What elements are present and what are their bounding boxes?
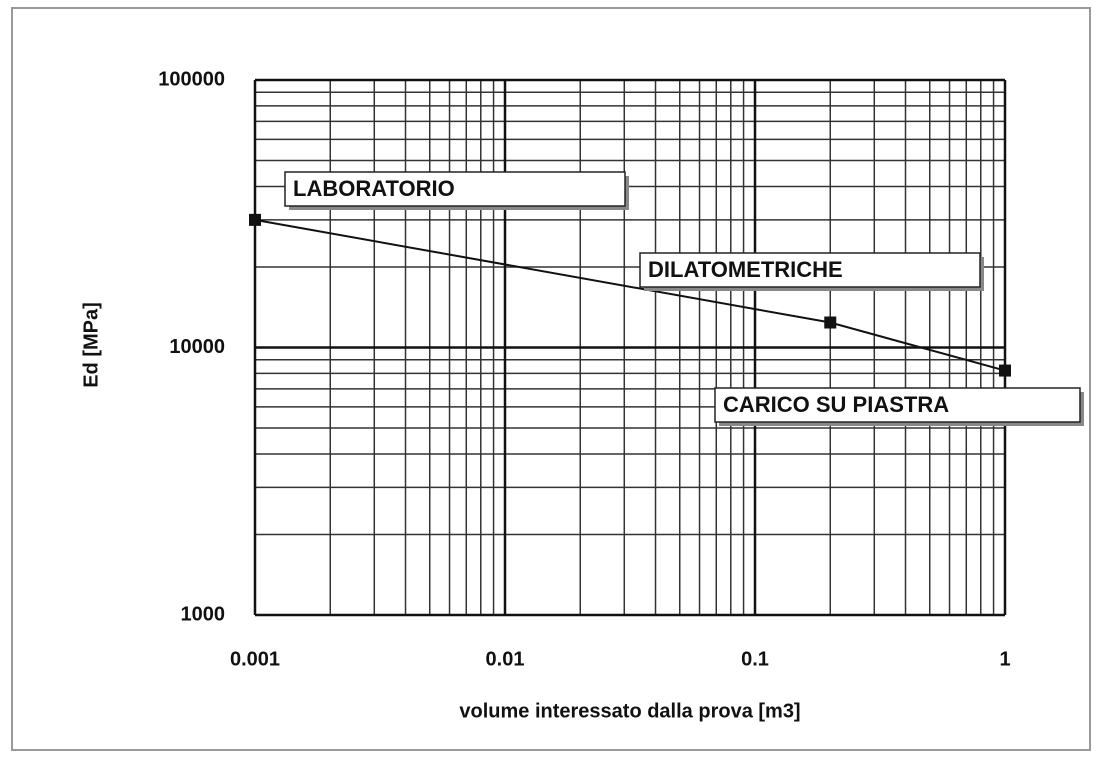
marker: [249, 213, 261, 226]
y-tick-label: 1000: [181, 603, 226, 625]
x-tick-label: 0.001: [230, 648, 280, 670]
y-tick-label: 100000: [158, 68, 225, 90]
annotation-box: [639, 252, 981, 288]
annotation-box: [714, 387, 1081, 423]
annotation: CARICO SU PIASTRA: [723, 392, 949, 417]
marker: [824, 316, 837, 329]
annotation: LABORATORIO: [293, 176, 455, 201]
x-tick-label: 0.01: [486, 648, 525, 670]
annotation: DILATOMETRICHE: [648, 257, 843, 282]
x-tick-label: 1: [999, 648, 1010, 670]
x-tick-label: 0.1: [741, 648, 769, 670]
marker: [999, 364, 1011, 377]
y-axis-label: Ed [MPa]: [80, 302, 102, 388]
y-tick-label: 10000: [169, 336, 225, 358]
x-axis-label: volume interessato dalla prova [m3]: [459, 700, 800, 722]
annotation-box: [284, 171, 626, 207]
frame: [11, 7, 1091, 751]
